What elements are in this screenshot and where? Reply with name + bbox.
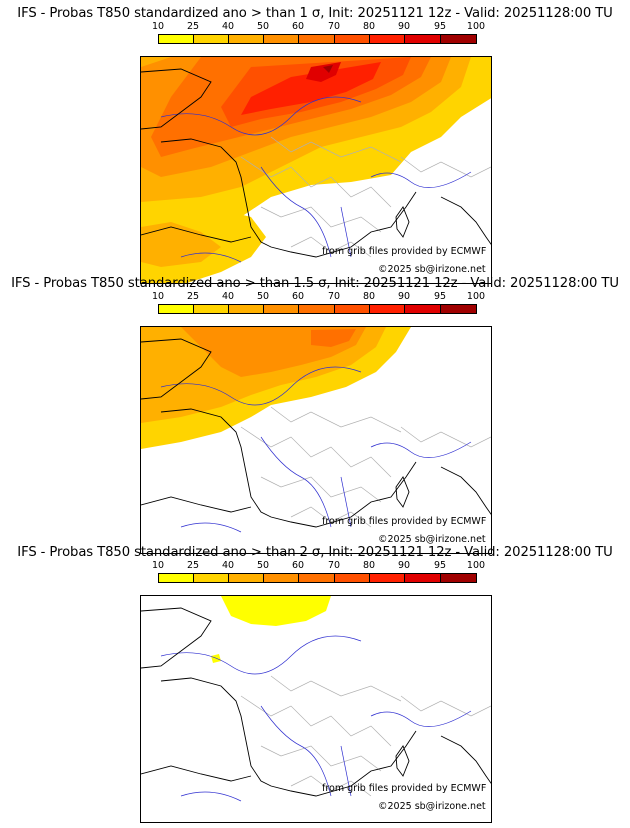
panel-title: IFS - Probas T850 standardized ano > tha… [11,276,619,291]
colorbar-swatch [369,304,405,314]
probability-map [140,595,492,823]
colorbar-swatch [404,304,441,314]
colorbar-tick-label: 80 [362,560,376,571]
colorbar-swatch [298,304,335,314]
coastline [141,338,491,528]
colorbar-tick-label: 80 [362,21,376,32]
colorbar-tick-label: 100 [466,291,486,302]
colorbar-swatch [193,34,229,44]
colorbar-swatch [228,304,264,314]
colorbar-swatch [298,573,335,583]
map-panel-1-sigma: IFS - Probas T850 standardized ano > tha… [0,6,630,284]
colorbar-swatch [404,34,441,44]
copyright-credit: ©2025 sb@irizone.net [378,534,486,545]
colorbar-tick-label: 70 [327,560,341,571]
colorbar-tick-label: 70 [327,291,341,302]
probability-shading [211,596,331,663]
copyright-credit: ©2025 sb@irizone.net [378,264,486,275]
probability-map [140,56,492,284]
colorbar-tick-label: 50 [256,21,270,32]
colorbar-tick-label: 95 [433,560,447,571]
colorbar-tick-label: 100 [466,560,486,571]
colorbar-swatch [334,304,370,314]
rivers [160,366,472,533]
colorbar-swatch [158,34,194,44]
colorbar-swatch [440,34,477,44]
admin-borders [240,675,491,797]
colorbar-tick-label: 80 [362,291,376,302]
map-panel-2-sigma: IFS - Probas T850 standardized ano > tha… [0,545,630,823]
colorbar-swatch [298,34,335,44]
colorbar-tick-label: 90 [397,291,411,302]
colorbar-tick-label: 60 [291,560,305,571]
colorbar-tick-label: 10 [151,291,165,302]
colorbar-tick-label: 70 [327,21,341,32]
colorbar-swatch [193,573,229,583]
probability-shading [141,327,411,449]
colorbar-tick-label: 25 [186,21,200,32]
colorbar-tick-label: 60 [291,21,305,32]
colorbar: 10 25 40 50 60 70 80 90 95 100 [152,291,485,320]
probability-map [140,326,492,554]
colorbar-tick-label: 25 [186,560,200,571]
map-panel-1-5-sigma: IFS - Probas T850 standardized ano > tha… [0,276,630,554]
colorbar-tick-label: 40 [221,560,235,571]
colorbar-tick-label: 90 [397,21,411,32]
colorbar-tick-label: 10 [151,560,165,571]
colorbar-swatch [263,304,299,314]
source-credit: from grib files provided by ECMWF [322,246,487,257]
colorbar-tick-label: 25 [186,291,200,302]
colorbar: 10 25 40 50 60 70 80 90 95 100 [152,560,485,589]
colorbar-swatch [404,573,441,583]
colorbar-tick-label: 60 [291,291,305,302]
colorbar: 10 25 40 50 60 70 80 90 95 100 [152,21,485,50]
colorbar-tick-label: 100 [466,21,486,32]
colorbar-swatch [193,304,229,314]
source-credit: from grib files provided by ECMWF [322,783,487,794]
colorbar-swatch [369,34,405,44]
colorbar-swatch [263,34,299,44]
coastline [141,68,491,258]
panel-title: IFS - Probas T850 standardized ano > tha… [17,6,613,21]
colorbar-swatch [440,573,477,583]
colorbar-tick-label: 50 [256,560,270,571]
colorbar-swatch [228,573,264,583]
admin-borders [240,136,491,258]
colorbar-swatch [334,573,370,583]
colorbar-tick-label: 95 [433,291,447,302]
colorbar-swatch [369,573,405,583]
colorbar-swatch [158,304,194,314]
colorbar-tick-label: 90 [397,560,411,571]
colorbar-swatch [334,34,370,44]
colorbar-tick-label: 40 [221,21,235,32]
rivers [160,635,472,802]
colorbar-tick-label: 95 [433,21,447,32]
colorbar-swatch [440,304,477,314]
colorbar-tick-label: 10 [151,21,165,32]
coastline [141,607,491,797]
probability-shading [141,57,491,283]
colorbar-tick-label: 40 [221,291,235,302]
colorbar-swatch [228,34,264,44]
colorbar-tick-label: 50 [256,291,270,302]
colorbar-swatch [158,573,194,583]
admin-borders [240,406,491,528]
colorbar-swatch [263,573,299,583]
panel-title: IFS - Probas T850 standardized ano > tha… [17,545,613,560]
source-credit: from grib files provided by ECMWF [322,516,487,527]
copyright-credit: ©2025 sb@irizone.net [378,801,486,812]
rivers [160,96,472,263]
